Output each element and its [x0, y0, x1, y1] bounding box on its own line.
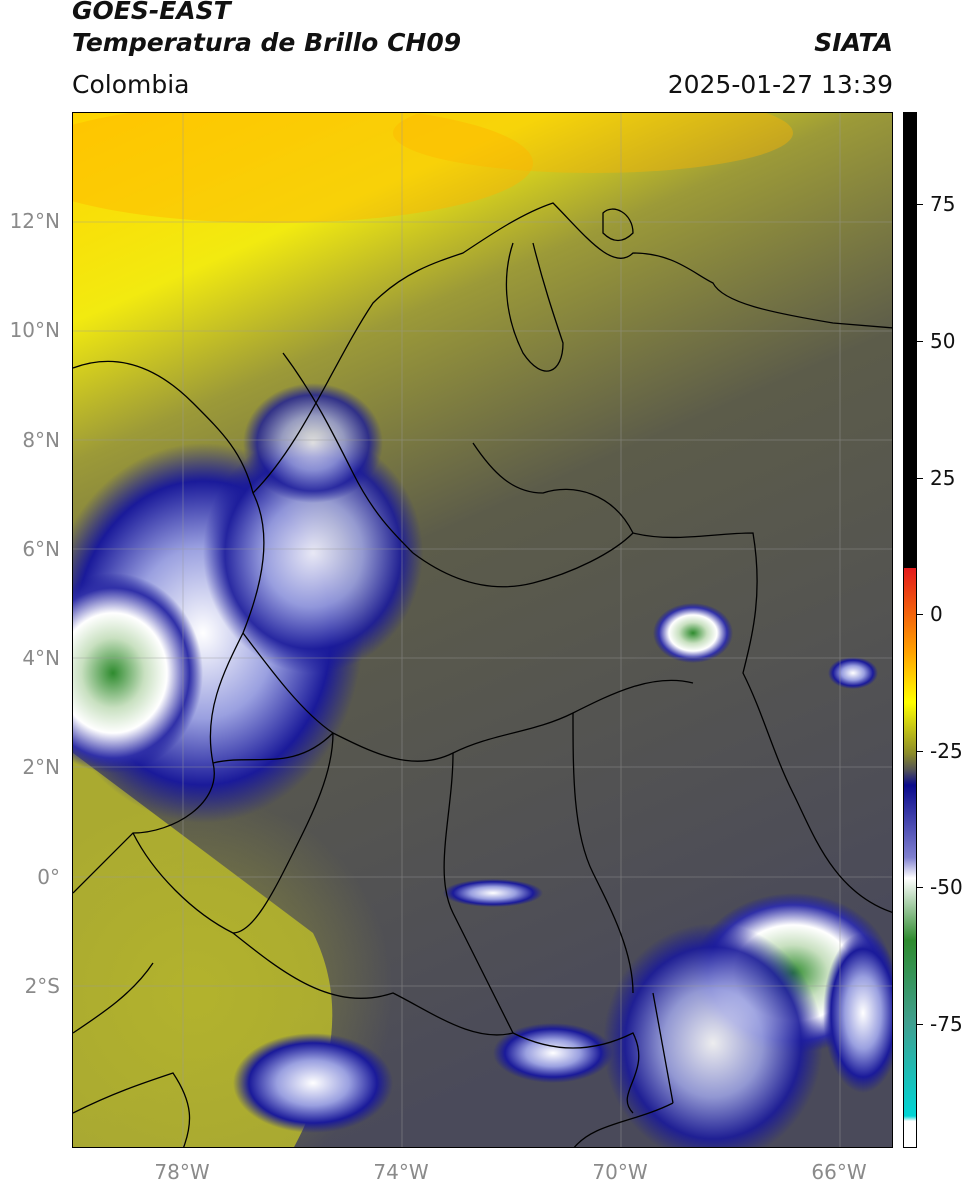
lon-label-70w: 70°W [592, 1160, 648, 1184]
lat-label-2n: 2°N [22, 755, 60, 779]
temperature-colorbar [903, 112, 917, 1148]
lat-label-0: 0° [37, 865, 60, 889]
cb-tick-75 [917, 204, 923, 205]
colorbar-label-0: 0 [930, 602, 943, 626]
title-product: Temperatura de Brillo CH09 [72, 28, 462, 57]
lon-label-66w: 66°W [811, 1160, 867, 1184]
cb-tick-50 [917, 341, 923, 342]
cb-tick-0 [917, 614, 923, 615]
satellite-map[interactable] [72, 112, 893, 1148]
colorbar-label-m25: -25 [930, 739, 963, 763]
cb-tick-25 [917, 478, 923, 479]
cb-tick-m25 [917, 751, 923, 752]
lat-label-6n: 6°N [22, 537, 60, 561]
lat-label-12n: 12°N [9, 209, 60, 233]
lon-label-78w: 78°W [154, 1160, 210, 1184]
timestamp-label: 2025-01-27 13:39 [667, 70, 893, 99]
colorbar-label-m50: -50 [930, 875, 963, 899]
region-label: Colombia [72, 70, 190, 99]
cb-tick-m50 [917, 887, 923, 888]
colorbar-label-75: 75 [930, 192, 956, 216]
title-satellite: GOES-EAST [72, 0, 231, 25]
lat-label-8n: 8°N [22, 428, 60, 452]
lat-label-10n: 10°N [9, 318, 60, 342]
colorbar-label-25: 25 [930, 466, 956, 490]
colorbar-label-50: 50 [930, 329, 956, 353]
lat-label-2s: 2°S [24, 974, 60, 998]
cb-tick-m75 [917, 1024, 923, 1025]
map-canvas [73, 113, 892, 1147]
brand-label: SIATA [814, 28, 893, 57]
lat-label-4n: 4°N [22, 646, 60, 670]
colorbar-label-m75: -75 [930, 1012, 963, 1036]
lon-label-74w: 74°W [373, 1160, 429, 1184]
